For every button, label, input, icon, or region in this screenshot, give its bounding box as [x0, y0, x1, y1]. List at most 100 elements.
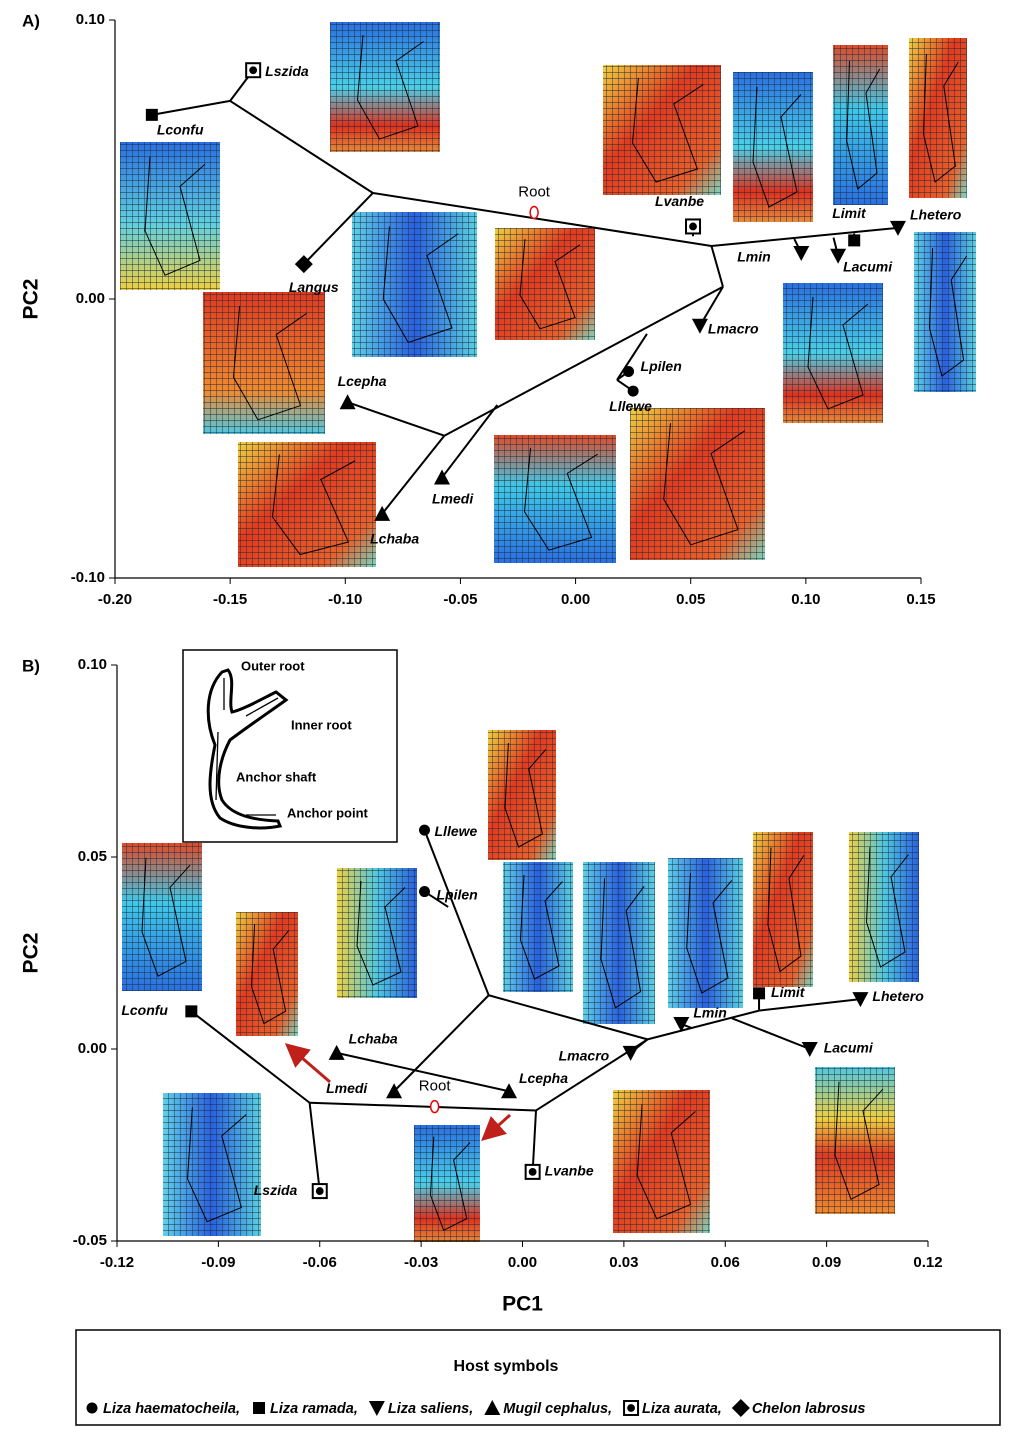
- tree-branch: [310, 1103, 320, 1191]
- point: [848, 234, 860, 246]
- point-label: Limit: [771, 984, 806, 1000]
- x-tick-label: 0.10: [791, 591, 820, 608]
- x-tick-label: -0.03: [404, 1254, 438, 1271]
- x-tick-label: 0.06: [711, 1254, 740, 1271]
- point-label: Lvanbe: [655, 193, 704, 209]
- point-label: Lhetero: [910, 207, 962, 223]
- tree-branch: [711, 228, 898, 246]
- point: [526, 1165, 540, 1179]
- x-tick-label: -0.06: [303, 1254, 337, 1271]
- legend-marker: [624, 1401, 638, 1415]
- point-label: Lcepha: [338, 373, 387, 389]
- point-label: Langus: [289, 279, 339, 295]
- x-tick-label: -0.15: [213, 591, 247, 608]
- panel-label: B): [22, 656, 40, 675]
- point-label: Lszida: [254, 1182, 298, 1198]
- x-tick-label: 0.03: [609, 1254, 638, 1271]
- point-core: [315, 1187, 324, 1196]
- tree-branch: [310, 1103, 536, 1111]
- point-label: Lpilen: [641, 358, 682, 374]
- point-core: [249, 66, 258, 75]
- legend-marker: [87, 1403, 98, 1414]
- y-tick-label: 0.10: [76, 11, 105, 28]
- point-label: Lszida: [265, 63, 309, 79]
- x-tick-label: 0.15: [906, 591, 935, 608]
- x-tick-label: 0.05: [676, 591, 705, 608]
- point: [419, 825, 430, 836]
- x-tick-label: 0.00: [561, 591, 590, 608]
- point-label: Lllewe: [609, 398, 652, 414]
- x-tick-label: -0.12: [100, 1254, 134, 1271]
- legend-title: Host symbols: [454, 1358, 559, 1375]
- y-tick-label: 0.05: [78, 848, 107, 865]
- root-label: Root: [419, 1078, 452, 1095]
- point-label: Lchaba: [349, 1031, 398, 1047]
- tree-branch: [732, 1018, 810, 1049]
- inset-label: Outer root: [241, 658, 305, 673]
- legend-entry: Chelon labrosus: [752, 1401, 866, 1417]
- legend-marker: [253, 1402, 265, 1414]
- tree-branch: [348, 402, 445, 435]
- grid-lines: [914, 232, 976, 392]
- point-label: Lchaba: [370, 531, 419, 547]
- x-tick-label: 0.00: [508, 1254, 537, 1271]
- point: [419, 886, 430, 897]
- point: [146, 109, 158, 121]
- root-marker: [431, 1101, 439, 1113]
- y-tick-label: 0.10: [78, 656, 107, 673]
- figure: Outer root Inner root Anchor shaft Ancho…: [0, 0, 1011, 1435]
- y-axis-label: PC2: [20, 279, 43, 320]
- x-tick-label: -0.09: [201, 1254, 235, 1271]
- point-core: [528, 1167, 537, 1176]
- point-label: Limit: [832, 205, 867, 221]
- point-label: Lmin: [737, 249, 770, 265]
- y-tick-label: 0.00: [78, 1040, 107, 1057]
- point: [628, 386, 639, 397]
- point-label: Lacumi: [843, 258, 893, 274]
- point: [692, 319, 708, 334]
- tree-branch: [533, 1110, 536, 1171]
- point: [802, 1042, 818, 1057]
- tree-branch: [759, 999, 860, 1011]
- point-label: Lvanbe: [545, 1163, 594, 1179]
- point: [340, 394, 356, 409]
- legend-entry: Liza ramada,: [270, 1401, 358, 1417]
- point: [329, 1045, 345, 1060]
- point: [793, 246, 809, 261]
- point: [313, 1184, 327, 1198]
- point-label: Lmacro: [708, 320, 759, 336]
- point-core: [627, 1404, 636, 1413]
- point: [185, 1005, 197, 1017]
- point-label: Lcepha: [519, 1070, 568, 1086]
- x-tick-label: 0.12: [913, 1254, 942, 1271]
- x-tick-label: 0.09: [812, 1254, 841, 1271]
- root-label: Root: [518, 183, 551, 200]
- point-label: Lacumi: [824, 1040, 874, 1056]
- y-tick-label: 0.00: [76, 290, 105, 307]
- point: [246, 63, 260, 77]
- x-tick-label: -0.05: [443, 591, 477, 608]
- legend-entry: Liza saliens,: [388, 1401, 473, 1417]
- tree-branch: [442, 405, 497, 478]
- point-label: Lmacro: [559, 1048, 610, 1064]
- point-label: Lmedi: [326, 1080, 368, 1096]
- point-label: Lmin: [693, 1005, 726, 1021]
- red-arrow: [490, 1115, 510, 1133]
- point-label: Lconfu: [121, 1002, 168, 1018]
- y-tick-label: -0.05: [73, 1232, 107, 1249]
- point-label: Lllewe: [435, 823, 478, 839]
- x-tick-label: -0.10: [328, 591, 362, 608]
- legend-entry: Mugil cephalus,: [503, 1401, 612, 1417]
- x-tick-label: -0.20: [98, 591, 132, 608]
- point-core: [689, 222, 698, 231]
- tree-branch: [152, 101, 230, 115]
- point-label: Lmedi: [432, 490, 474, 506]
- root-marker: [530, 207, 538, 219]
- inset-label: Inner root: [291, 717, 352, 732]
- y-tick-label: -0.10: [71, 569, 105, 586]
- point: [686, 219, 700, 233]
- legend-entry: Liza aurata,: [642, 1401, 722, 1417]
- point: [623, 366, 634, 377]
- tree-branch: [711, 246, 723, 287]
- y-axis-label: PC2: [20, 933, 43, 974]
